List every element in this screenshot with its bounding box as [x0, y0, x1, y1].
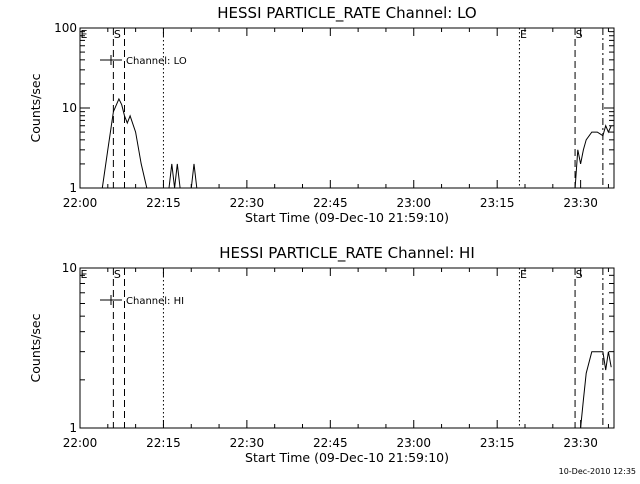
panel2-y-tick-label: 1 [69, 421, 77, 435]
panel1-x-tick-label: 23:00 [396, 196, 431, 210]
panel2-x-tick-label: 23:30 [563, 436, 598, 450]
panel1-title: HESSI PARTICLE_RATE Channel: LO [217, 4, 476, 23]
panel2-x-tick-label: 23:00 [396, 436, 431, 450]
panel1-data-series-line [574, 124, 612, 189]
panel2-y-tick-label: 10 [62, 261, 77, 275]
panel1-y-tick-label: 10 [62, 101, 77, 115]
panel2-x-tick-label: 22:30 [230, 436, 265, 450]
panel2-axes-frame [79, 267, 615, 429]
panel1-x-tick-label: 22:30 [230, 196, 265, 210]
panel2-x-tick-label: 22:15 [146, 436, 181, 450]
panel1-y-tick-label: 1 [69, 181, 77, 195]
panel2-x-tick-label: 23:15 [480, 436, 515, 450]
panel1-event-marker-label: S [576, 28, 583, 41]
panel1-x-tick-label: 22:45 [313, 196, 348, 210]
panel1-y-axis-label: Counts/sec [28, 73, 43, 142]
panel1-data-series-line [168, 163, 181, 189]
panel1-data-series-line [101, 97, 148, 189]
panel1-y-tick-label: 100 [54, 21, 77, 35]
panel1-event-marker-label: S [114, 28, 121, 41]
panel2-x-axis-label: Start Time (09-Dec-10 21:59:10) [245, 450, 449, 465]
panel2-title: HESSI PARTICLE_RATE Channel: HI [219, 244, 475, 263]
panel2-event-marker-label: S [114, 268, 121, 281]
panel1-x-tick-label: 23:30 [563, 196, 598, 210]
panel1-data-series-line [190, 163, 198, 189]
panel1-x-tick-label: 22:15 [146, 196, 181, 210]
panel2-event-marker-label: E [520, 268, 527, 281]
panel2-data-series-line [580, 351, 612, 429]
panel2-x-tick-label: 22:00 [63, 436, 98, 450]
panel2-event-marker-label: S [576, 268, 583, 281]
panel1-x-tick-label: 23:15 [480, 196, 515, 210]
panel2-legend-label: Channel: HI [126, 296, 184, 307]
panel1-legend-label: Channel: LO [126, 56, 187, 67]
panel1-event-marker-label: E [81, 28, 88, 41]
panel2-y-axis-label: Counts/sec [28, 313, 43, 382]
panel2-x-tick-label: 22:45 [313, 436, 348, 450]
panel1-x-axis-label: Start Time (09-Dec-10 21:59:10) [245, 210, 449, 225]
panel1-x-tick-label: 22:00 [63, 196, 98, 210]
panel1-axes-frame [79, 27, 615, 189]
footer-timestamp: 10-Dec-2010 12:35 [559, 467, 636, 476]
panel1-event-marker-label: E [520, 28, 527, 41]
panel2-event-marker-label: E [81, 268, 88, 281]
